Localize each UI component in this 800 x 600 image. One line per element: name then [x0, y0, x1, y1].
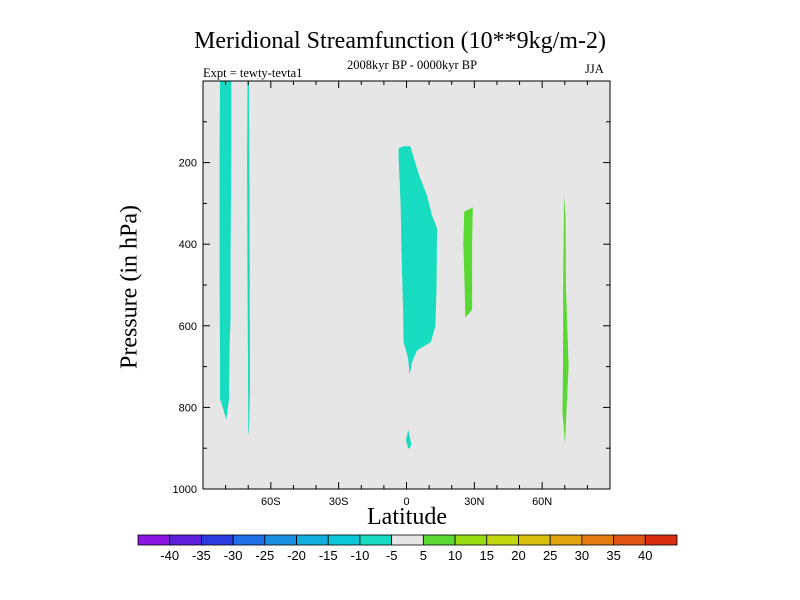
colorbar-box	[613, 534, 646, 546]
y-tick-label: 800	[179, 402, 197, 414]
colorbar-label: -40	[160, 548, 179, 563]
contour-region-neg-tropical-cell	[398, 146, 437, 375]
chart-subtitle: 2008kyr BP - 0000kyr BP	[346, 58, 478, 72]
contour-region-neg-column-far-south	[219, 81, 232, 420]
colorbar-box	[169, 534, 202, 546]
colorbar-label: 5	[420, 548, 427, 563]
colorbar-box	[232, 534, 266, 546]
contour-region-pos-column-70n	[562, 195, 569, 445]
y-tick-label: 200	[179, 158, 197, 170]
colorbar-label: -15	[319, 548, 338, 563]
colorbar-box	[486, 534, 519, 546]
x-tick-label: 0	[403, 496, 409, 508]
colorbar-box	[454, 534, 488, 546]
experiment-label: Expt = tewty-tevta1	[203, 66, 303, 80]
colorbar-label: 20	[511, 548, 525, 563]
contour-region-neg-column-south	[247, 81, 250, 436]
colorbar-box	[549, 534, 583, 546]
colorbar-label: -35	[192, 548, 211, 563]
colorbar-box	[296, 534, 329, 546]
contour-region-neg-surface-blob	[406, 429, 412, 449]
colorbar-label: -25	[255, 548, 274, 563]
x-tick-label: 30N	[464, 496, 484, 508]
colorbar-label: 35	[606, 548, 620, 563]
colorbar-label: -10	[351, 548, 370, 563]
colorbar-box	[518, 534, 551, 546]
colorbar-box	[327, 534, 361, 546]
y-tick-label: 1000	[173, 484, 197, 496]
chart-title: Meridional Streamfunction (10**9kg/m-2)	[194, 28, 606, 54]
contour-region-pos-column-30n	[463, 207, 473, 318]
colorbar-box	[644, 534, 678, 546]
colorbar-label: 25	[543, 548, 557, 563]
colorbar-box	[359, 534, 393, 546]
colorbar-box	[422, 534, 456, 546]
colorbar-label: 30	[575, 548, 589, 563]
x-tick-label: 30S	[329, 496, 349, 508]
y-tick-label: 400	[179, 239, 197, 251]
colorbar-label: -30	[224, 548, 243, 563]
colorbar-label: -20	[287, 548, 306, 563]
colorbar-box	[264, 534, 297, 546]
x-tick-label: 60N	[532, 496, 552, 508]
colorbar-box	[137, 534, 171, 546]
colorbar-label: 15	[480, 548, 494, 563]
colorbar-label: 10	[448, 548, 462, 563]
colorbar-label: 40	[638, 548, 652, 563]
colorbar-box	[391, 534, 424, 546]
y-tick-label: 600	[179, 321, 197, 333]
colorbar-label: -5	[386, 548, 398, 563]
colorbar-box	[581, 534, 614, 546]
season-label: JJA	[585, 62, 604, 76]
x-axis-label: Latitude	[367, 504, 447, 530]
x-tick-label: 60S	[261, 496, 281, 508]
colorbar-box	[201, 534, 234, 546]
